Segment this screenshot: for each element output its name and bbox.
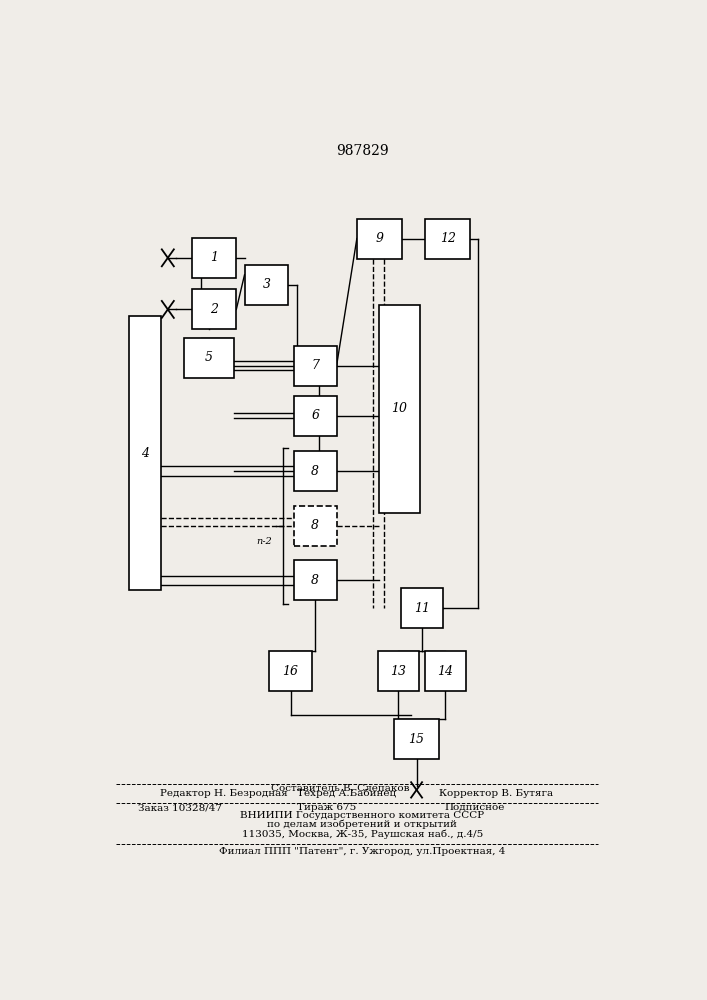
Text: Тираж 675: Тираж 675 xyxy=(297,803,356,812)
Text: 7: 7 xyxy=(311,359,320,372)
FancyBboxPatch shape xyxy=(192,289,236,329)
Text: 8: 8 xyxy=(311,574,320,587)
Text: Корректор В. Бутяга: Корректор В. Бутяга xyxy=(439,789,553,798)
FancyBboxPatch shape xyxy=(357,219,402,259)
FancyBboxPatch shape xyxy=(192,238,236,278)
Text: 2: 2 xyxy=(211,303,218,316)
Text: 5: 5 xyxy=(205,351,213,364)
Text: 3: 3 xyxy=(262,278,271,291)
FancyBboxPatch shape xyxy=(378,651,419,691)
FancyBboxPatch shape xyxy=(394,719,439,759)
Text: Техред А.Бабинец: Техред А.Бабинец xyxy=(297,789,396,798)
Text: 11: 11 xyxy=(414,602,430,615)
Text: Заказ 10328/47: Заказ 10328/47 xyxy=(138,803,222,812)
Text: 16: 16 xyxy=(283,665,298,678)
Text: 8: 8 xyxy=(311,519,320,532)
Text: 8: 8 xyxy=(311,465,320,478)
FancyBboxPatch shape xyxy=(269,651,312,691)
Text: 10: 10 xyxy=(391,402,407,415)
Text: 9: 9 xyxy=(375,232,383,245)
FancyBboxPatch shape xyxy=(245,265,288,305)
Text: 1: 1 xyxy=(211,251,218,264)
FancyBboxPatch shape xyxy=(129,316,161,590)
Text: Подписное: Подписное xyxy=(445,803,505,812)
Text: 113035, Москва, Ж-35, Раушская наб., д.4/5: 113035, Москва, Ж-35, Раушская наб., д.4… xyxy=(242,829,483,839)
Text: 12: 12 xyxy=(440,232,456,245)
Text: ВНИИПИ Государственного комитета СССР: ВНИИПИ Государственного комитета СССР xyxy=(240,811,484,820)
Text: n-2: n-2 xyxy=(256,537,271,546)
FancyBboxPatch shape xyxy=(294,396,337,436)
Text: 6: 6 xyxy=(311,409,320,422)
FancyBboxPatch shape xyxy=(294,346,337,386)
Text: Редактор Н. Безродная: Редактор Н. Безродная xyxy=(160,789,287,798)
Text: Филиал ППП "Патент", г. Ужгород, ул.Проектная, 4: Филиал ППП "Патент", г. Ужгород, ул.Прое… xyxy=(219,847,506,856)
Text: 987829: 987829 xyxy=(336,144,389,158)
Text: 4: 4 xyxy=(141,447,149,460)
FancyBboxPatch shape xyxy=(379,305,420,513)
FancyBboxPatch shape xyxy=(294,560,337,600)
Text: 14: 14 xyxy=(438,665,453,678)
FancyBboxPatch shape xyxy=(425,651,466,691)
FancyBboxPatch shape xyxy=(294,506,337,546)
FancyBboxPatch shape xyxy=(426,219,470,259)
FancyBboxPatch shape xyxy=(294,451,337,491)
FancyBboxPatch shape xyxy=(401,588,443,628)
Text: 15: 15 xyxy=(409,733,425,746)
FancyBboxPatch shape xyxy=(185,338,233,378)
Text: 13: 13 xyxy=(390,665,407,678)
Text: Составитель В. Слепаков: Составитель В. Слепаков xyxy=(271,784,409,793)
Text: по делам изобретений и открытий: по делам изобретений и открытий xyxy=(267,820,457,829)
